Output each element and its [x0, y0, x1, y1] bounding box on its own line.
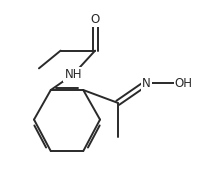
Text: O: O	[90, 13, 99, 26]
Text: N: N	[141, 77, 150, 90]
Text: NH: NH	[64, 68, 82, 81]
Text: OH: OH	[174, 77, 192, 90]
